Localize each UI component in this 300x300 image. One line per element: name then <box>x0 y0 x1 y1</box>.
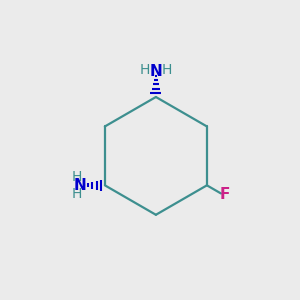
Text: F: F <box>220 188 230 202</box>
Text: H: H <box>72 170 82 184</box>
Text: H: H <box>72 187 82 201</box>
Text: H: H <box>140 64 150 77</box>
Text: H: H <box>162 64 172 77</box>
Text: N: N <box>74 178 86 193</box>
Text: N: N <box>149 64 162 80</box>
